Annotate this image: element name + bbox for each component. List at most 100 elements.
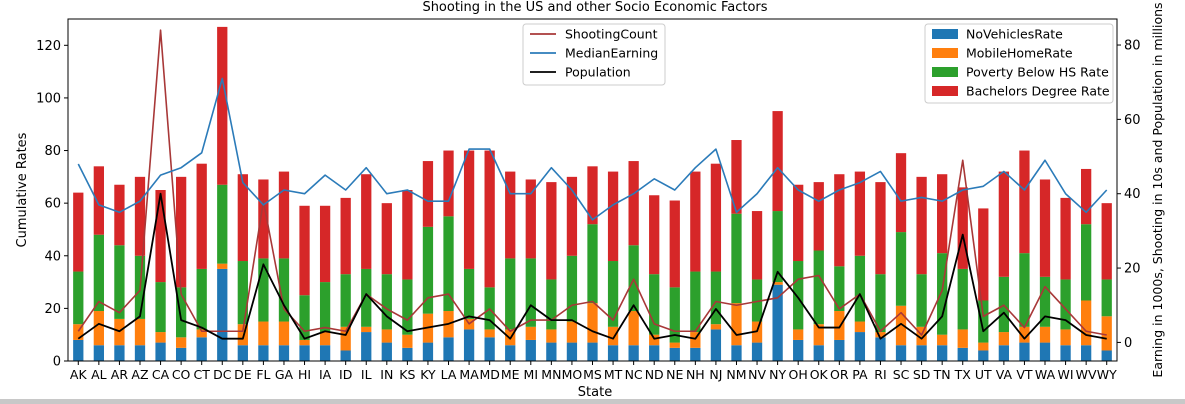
x-tick-label: KS xyxy=(399,367,415,382)
bar-NV-series2 xyxy=(751,279,763,322)
bar-WI-series2 xyxy=(1060,279,1071,330)
bar-SD-series1 xyxy=(916,326,927,346)
line-layer xyxy=(77,29,1108,340)
x-axis-label: State xyxy=(578,385,612,400)
bar-VA-series1 xyxy=(998,332,1010,346)
legend-box xyxy=(522,23,666,86)
legend-label: NoVehiclesRate xyxy=(966,27,1063,42)
x-tick-label: LA xyxy=(441,367,457,382)
bar-MD-series0 xyxy=(484,337,495,361)
divider xyxy=(0,399,1185,404)
bar-MI-series3 xyxy=(525,179,536,259)
bar-WI-series0 xyxy=(1060,345,1071,361)
legend-swatch xyxy=(932,29,958,39)
bar-WA-series2 xyxy=(1039,276,1051,327)
bar-MS-series2 xyxy=(587,224,598,304)
x-tick-label: VT xyxy=(1016,367,1033,382)
x-tick-label: OR xyxy=(830,367,849,382)
bar-DE-series3 xyxy=(237,174,248,262)
left-axis: 0 20 40 60 80 100 120 xyxy=(36,39,68,370)
bar-MI-series2 xyxy=(525,258,536,327)
bar-IL-series2 xyxy=(361,268,372,327)
bar-CO-series3 xyxy=(175,176,187,288)
right-axis: 0 20 40 60 80 xyxy=(1117,39,1141,351)
legend-label: ShootingCount xyxy=(565,27,658,42)
bar-WV-series3 xyxy=(1081,168,1092,225)
bar-VT-series1 xyxy=(1019,326,1030,343)
bar-VT-series0 xyxy=(1019,342,1030,361)
x-tick-label: CO xyxy=(172,367,191,382)
y-tick-label: 100 xyxy=(36,91,61,106)
bar-NY-series1 xyxy=(772,282,783,285)
bar-MT-series2 xyxy=(607,261,619,327)
bar-IL-series1 xyxy=(361,326,372,333)
bar-OK-series1 xyxy=(813,324,824,346)
bar-AR-series3 xyxy=(114,184,125,246)
bar-DE-series0 xyxy=(237,345,248,361)
bar-MA-series0 xyxy=(463,329,475,361)
bar-NV-series3 xyxy=(751,211,763,280)
legend-swatch xyxy=(932,48,958,58)
bar-MS-series3 xyxy=(587,166,598,225)
x-tick-label: CT xyxy=(194,367,211,382)
bar-layer xyxy=(73,26,1112,361)
bar-IL-series3 xyxy=(361,174,372,269)
bar-legend: NoVehiclesRate MobileHomeRate Poverty Belo… xyxy=(924,23,1114,104)
bar-PA-series2 xyxy=(854,255,866,322)
y2-axis-label: Earning in 1000s, Shooting in 10s and Po… xyxy=(1150,2,1165,377)
y-axis-label: Cumulative Rates xyxy=(15,132,30,247)
bar-NJ-series2 xyxy=(710,271,722,325)
bar-VT-series3 xyxy=(1019,150,1030,254)
bar-OK-series0 xyxy=(813,345,824,361)
bar-SD-series2 xyxy=(916,274,927,327)
bar-NJ-series1 xyxy=(710,324,722,330)
bar-CT-series2 xyxy=(196,268,207,330)
bar-GA-series3 xyxy=(278,171,290,259)
bar-IA-series1 xyxy=(319,332,331,346)
bar-CO-series1 xyxy=(175,337,187,348)
bar-MO-series0 xyxy=(566,342,578,361)
x-tick-label: NV xyxy=(748,367,766,382)
bar-AL-series3 xyxy=(93,166,104,235)
bar-NJ-series3 xyxy=(710,163,722,272)
bar-NC-series2 xyxy=(628,245,639,312)
bar-WV-series2 xyxy=(1081,224,1092,301)
x-axis: AK AL AR AZ CA CO CT DC DE FL GA HI IA ID IL IN KS KY LA MA… xyxy=(70,361,1117,382)
x-tick-label: TN xyxy=(933,367,951,382)
bar-HI-series2 xyxy=(299,295,310,340)
x-tick-label: AL xyxy=(91,367,107,382)
bar-ND-series2 xyxy=(649,274,660,335)
y-tick-label: 120 xyxy=(36,39,61,54)
bar-SD-series0 xyxy=(916,345,927,361)
bar-SC-series2 xyxy=(895,232,907,306)
bar-OR-series2 xyxy=(834,266,845,312)
bar-FL-series3 xyxy=(258,179,269,259)
bar-MA-series2 xyxy=(463,268,475,319)
bar-CA-series1 xyxy=(155,332,166,343)
x-tick-label: NH xyxy=(686,367,705,382)
bar-OR-series0 xyxy=(834,339,845,361)
bar-KY-series0 xyxy=(422,342,434,361)
legend-box xyxy=(924,23,1114,104)
bar-AZ-series1 xyxy=(134,318,146,346)
bar-OH-series0 xyxy=(793,339,804,361)
bar-MI-series1 xyxy=(525,326,536,340)
bar-AZ-series3 xyxy=(134,176,146,256)
bar-PA-series3 xyxy=(854,171,866,256)
y2-tick-label: 20 xyxy=(1124,262,1141,277)
chart-title: Shooting in the US and other Socio Econo… xyxy=(422,0,767,15)
bar-RI-series0 xyxy=(875,337,886,361)
bar-OK-series2 xyxy=(813,250,824,325)
bar-WV-series1 xyxy=(1081,300,1092,346)
bar-MO-series1 xyxy=(566,321,578,343)
bar-LA-series0 xyxy=(443,337,454,361)
bar-WY-series1 xyxy=(1101,316,1112,351)
y-tick-label: 80 xyxy=(44,144,61,159)
x-tick-label: IN xyxy=(380,367,393,382)
bar-UT-series1 xyxy=(978,342,989,351)
x-tick-label: WA xyxy=(1035,367,1056,382)
bar-OR-series1 xyxy=(834,311,845,340)
bar-WY-series0 xyxy=(1101,350,1112,361)
bar-ME-series3 xyxy=(505,171,516,259)
bar-NC-series1 xyxy=(628,311,639,346)
